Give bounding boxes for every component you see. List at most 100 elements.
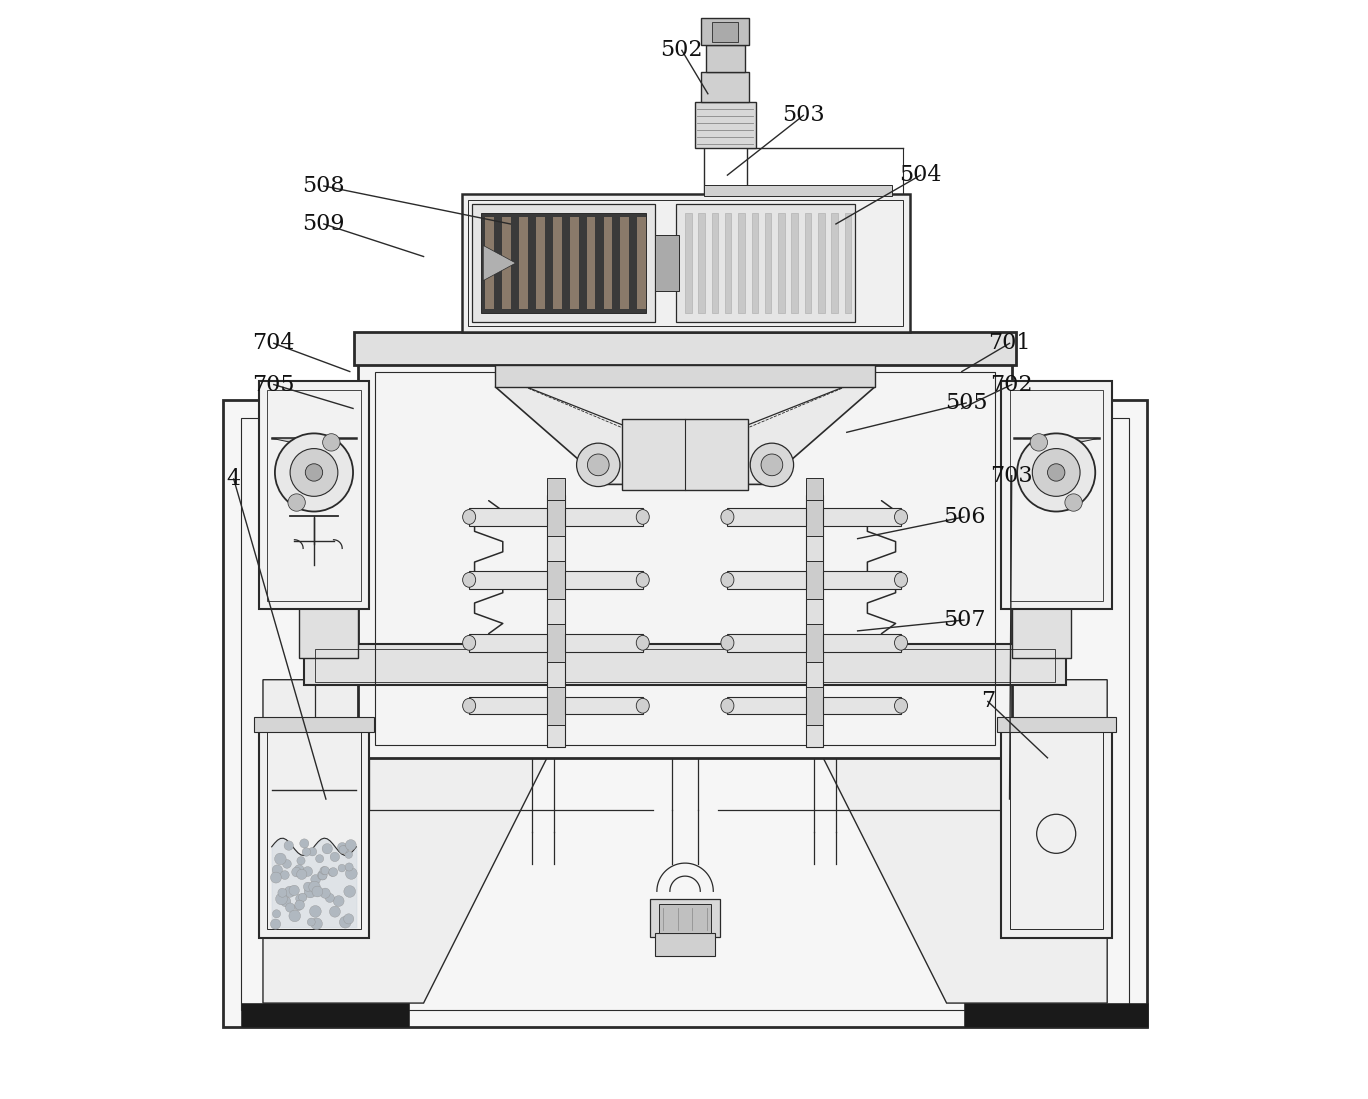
- Bar: [964, 1003, 1148, 1026]
- Ellipse shape: [895, 698, 907, 713]
- Bar: [804, 213, 811, 313]
- Circle shape: [275, 893, 287, 904]
- Bar: [267, 730, 361, 930]
- Circle shape: [298, 893, 306, 901]
- Circle shape: [272, 910, 280, 918]
- Bar: [806, 560, 824, 599]
- Ellipse shape: [462, 635, 476, 651]
- Circle shape: [330, 907, 341, 918]
- Circle shape: [305, 464, 323, 481]
- Bar: [725, 213, 732, 313]
- Bar: [695, 102, 755, 148]
- Circle shape: [285, 886, 295, 897]
- Circle shape: [290, 448, 338, 497]
- Circle shape: [289, 885, 300, 896]
- Bar: [765, 213, 772, 313]
- Circle shape: [343, 886, 356, 897]
- Bar: [728, 697, 806, 714]
- Bar: [824, 697, 902, 714]
- Polygon shape: [483, 245, 516, 280]
- Circle shape: [326, 893, 334, 902]
- Circle shape: [302, 847, 311, 856]
- Bar: [469, 508, 547, 525]
- Bar: [358, 358, 1012, 758]
- Text: 506: 506: [943, 506, 985, 528]
- Bar: [587, 218, 595, 309]
- Circle shape: [312, 887, 320, 895]
- Circle shape: [338, 864, 346, 872]
- Bar: [565, 697, 643, 714]
- Circle shape: [304, 882, 313, 891]
- Circle shape: [297, 869, 306, 879]
- Text: 509: 509: [302, 213, 345, 235]
- Bar: [502, 218, 512, 309]
- Bar: [375, 371, 996, 745]
- Ellipse shape: [721, 698, 733, 713]
- Polygon shape: [784, 679, 1107, 1003]
- Circle shape: [300, 839, 309, 848]
- Bar: [699, 213, 705, 313]
- Circle shape: [1064, 493, 1082, 511]
- Circle shape: [275, 433, 353, 511]
- Bar: [267, 390, 361, 600]
- Circle shape: [576, 443, 620, 487]
- Circle shape: [320, 888, 330, 898]
- Bar: [472, 204, 655, 322]
- Bar: [354, 333, 1016, 365]
- Circle shape: [328, 868, 337, 876]
- Circle shape: [1018, 433, 1096, 511]
- Bar: [728, 571, 806, 589]
- Bar: [806, 496, 824, 747]
- Circle shape: [330, 852, 339, 862]
- Bar: [637, 218, 646, 309]
- Bar: [469, 634, 547, 652]
- Text: 705: 705: [253, 374, 295, 396]
- Circle shape: [308, 847, 316, 856]
- Bar: [468, 200, 903, 326]
- Circle shape: [343, 913, 354, 924]
- Circle shape: [312, 886, 323, 897]
- Bar: [565, 508, 643, 525]
- Bar: [1001, 381, 1112, 609]
- Circle shape: [320, 867, 328, 875]
- Circle shape: [302, 867, 312, 876]
- Circle shape: [328, 867, 338, 877]
- Circle shape: [289, 910, 301, 922]
- Bar: [223, 400, 1148, 1026]
- Bar: [482, 213, 646, 313]
- Bar: [469, 571, 547, 589]
- Ellipse shape: [636, 698, 650, 713]
- Circle shape: [283, 859, 291, 868]
- Bar: [621, 218, 629, 309]
- Bar: [304, 644, 1066, 685]
- Circle shape: [286, 903, 294, 912]
- Bar: [547, 560, 565, 599]
- Polygon shape: [495, 387, 876, 485]
- Bar: [1010, 730, 1103, 930]
- Bar: [702, 73, 750, 102]
- Circle shape: [334, 896, 345, 907]
- Circle shape: [278, 888, 287, 897]
- Bar: [495, 365, 876, 387]
- Bar: [650, 899, 720, 936]
- Circle shape: [294, 902, 302, 911]
- Circle shape: [342, 845, 349, 853]
- Circle shape: [750, 443, 793, 487]
- Circle shape: [294, 900, 305, 910]
- Text: 4: 4: [227, 468, 241, 490]
- Circle shape: [285, 841, 294, 851]
- Circle shape: [311, 918, 323, 930]
- Circle shape: [345, 863, 353, 872]
- Bar: [1010, 390, 1103, 600]
- Bar: [806, 498, 824, 536]
- Bar: [792, 213, 798, 313]
- Bar: [824, 571, 902, 589]
- Bar: [254, 717, 373, 732]
- Bar: [711, 213, 718, 313]
- Bar: [728, 634, 806, 652]
- Text: 503: 503: [782, 104, 825, 126]
- Bar: [622, 420, 748, 490]
- Ellipse shape: [636, 635, 650, 651]
- Text: 502: 502: [661, 40, 703, 62]
- Circle shape: [271, 919, 280, 929]
